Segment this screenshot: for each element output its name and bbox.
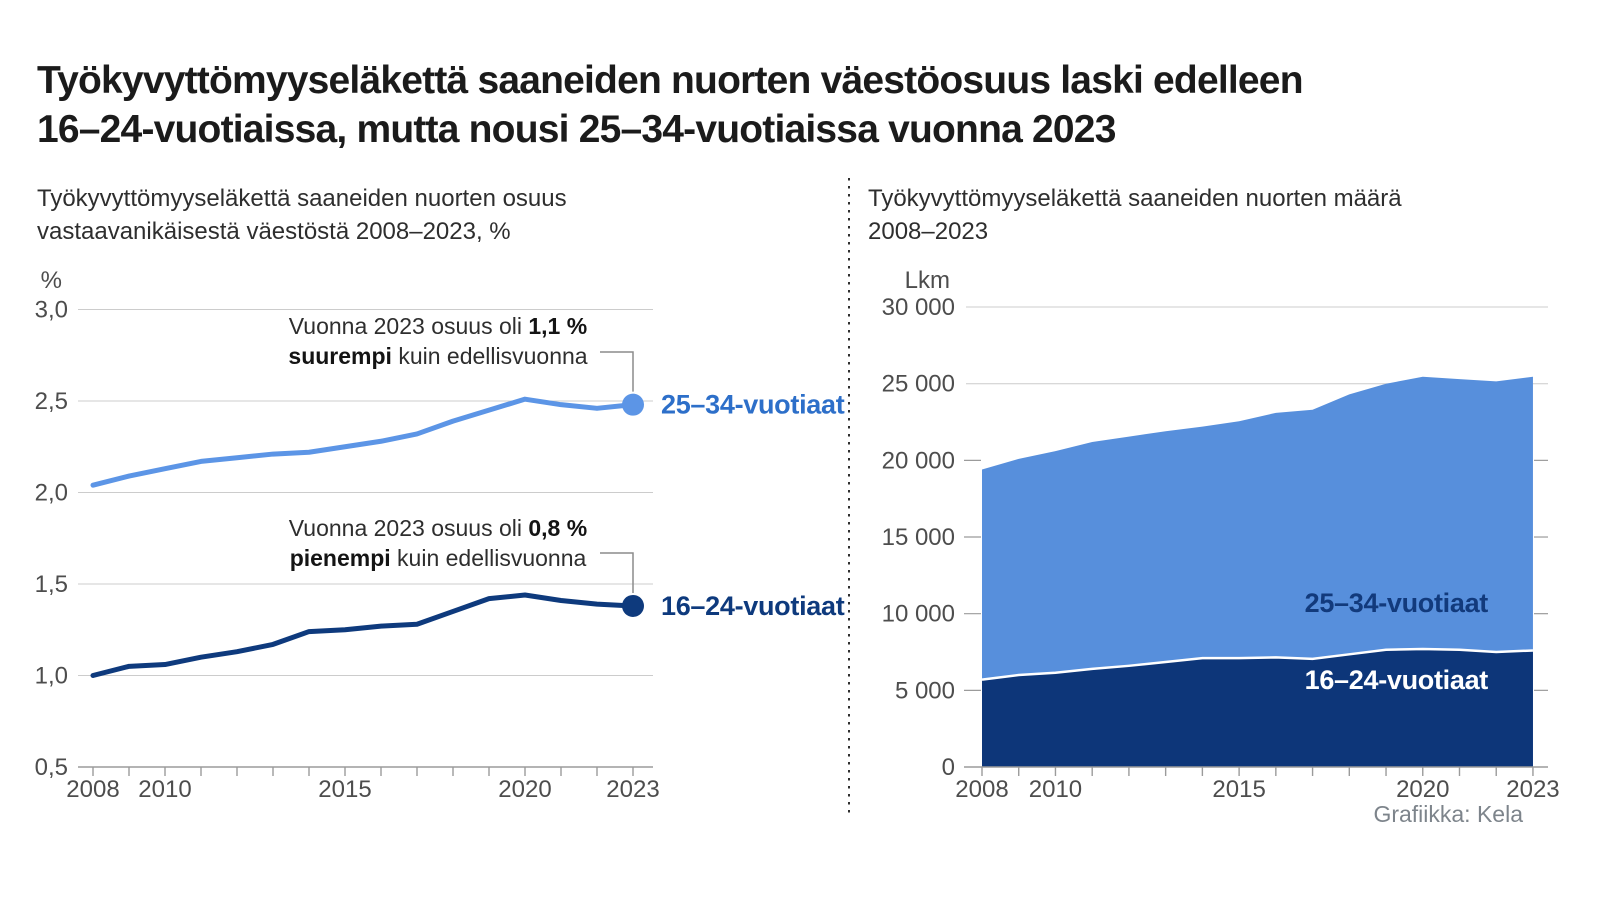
- annotation-connector: [600, 552, 634, 593]
- x-tick-label: 2023: [1506, 776, 1559, 803]
- y-tick-label: 3,0: [35, 297, 68, 324]
- x-tick-label: 2015: [1212, 776, 1265, 803]
- y-tick-label: 1,5: [35, 571, 68, 598]
- y-axis-unit: Lkm: [905, 267, 950, 294]
- series-label: 25–34-vuotiaat: [661, 390, 845, 420]
- y-tick-label: 20 000: [882, 447, 955, 474]
- x-tick-label: 2010: [138, 776, 191, 803]
- annotation-bold-text: pienempi: [289, 545, 391, 571]
- y-tick-label: 0,5: [35, 754, 68, 781]
- y-tick-label: 25 000: [882, 371, 955, 398]
- annotation-16-24: Vuonna 2023 osuus oli 0,8 % pienempi kui…: [268, 513, 608, 573]
- x-tick-label: 2008: [66, 776, 119, 803]
- y-tick-label: 2,5: [35, 388, 68, 415]
- series-label: 16–24-vuotiaat: [661, 591, 845, 621]
- y-axis-unit: %: [41, 267, 62, 294]
- x-tick-label: 2020: [498, 776, 551, 803]
- y-tick-label: 10 000: [882, 601, 955, 628]
- credit: Grafiikka: Kela: [1373, 801, 1523, 827]
- y-tick-label: 1,0: [35, 663, 68, 690]
- right-chart-title: Työkyvyttömyyseläkettä saaneiden nuorten…: [868, 185, 1402, 245]
- annotation-bold-text: suurempi: [288, 343, 392, 369]
- stack-boundary-line: [981, 647, 1534, 681]
- left-chart-title: Työkyvyttömyyseläkettä saaneiden nuorten…: [37, 185, 567, 245]
- series-end-dot: [622, 393, 644, 416]
- y-tick-label: 30 000: [882, 294, 955, 321]
- line-series: [90, 592, 636, 678]
- annotation-25-34: Vuonna 2023 osuus oli 1,1 % suurempi kui…: [268, 311, 608, 371]
- annotation-text: kuin edellisvuonna: [391, 343, 588, 369]
- series-label: 16–24-vuotiaat: [1305, 665, 1489, 695]
- annotation-text: Vuonna 2023 osuus oli: [288, 515, 529, 541]
- annotation-bold-text: 0,8 %: [528, 515, 588, 541]
- y-tick-label: 15 000: [882, 524, 955, 551]
- left-line-chart: 3,0 2,5 2,0 1,5 1,0 0,5% 2008 2010 2015 2020 2023 2…: [35, 267, 845, 803]
- x-tick-label: 2015: [318, 776, 371, 803]
- x-tick-label: 2020: [1396, 776, 1449, 803]
- right-area-chart: 30 000 25 000 20 000 15 000 10 000 5 000 0 Lkm 2…: [882, 267, 1560, 803]
- annotation-text: Vuonna 2023 osuus oli: [288, 313, 529, 339]
- area-16-24: [982, 648, 1533, 767]
- divider-dotted-line: [848, 178, 850, 818]
- y-tick-label: 2,0: [35, 480, 68, 507]
- x-tick-label: 2008: [955, 776, 1008, 803]
- line-series: [90, 396, 636, 488]
- annotation-text: kuin edellisvuonna: [390, 545, 587, 571]
- series-label: 25–34-vuotiaat: [1305, 588, 1489, 618]
- page-title: Työkyvyttömyyseläkettä saaneiden nuorten…: [37, 59, 1304, 151]
- y-tick-label: 5 000: [895, 677, 955, 704]
- x-tick-label: 2010: [1029, 776, 1082, 803]
- annotation-bold-text: 1,1 %: [528, 313, 588, 339]
- x-tick-label: 2023: [606, 776, 659, 803]
- series-end-dot: [622, 594, 644, 617]
- y-tick-label: 0: [942, 754, 955, 781]
- annotation-connector: [600, 351, 634, 392]
